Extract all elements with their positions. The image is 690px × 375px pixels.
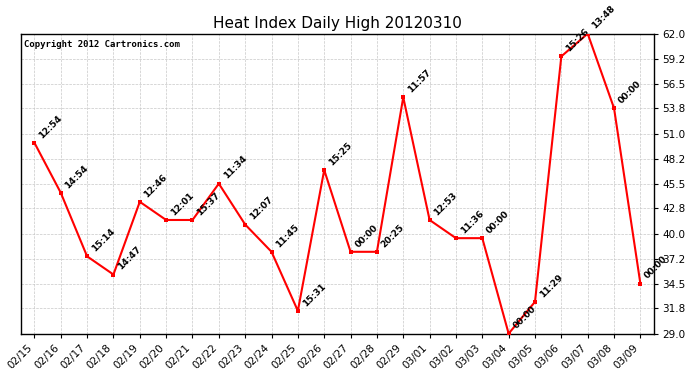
Text: 11:36: 11:36 — [459, 209, 485, 236]
Text: 11:34: 11:34 — [221, 154, 248, 181]
Text: 12:01: 12:01 — [169, 191, 195, 217]
Text: 00:00: 00:00 — [643, 255, 669, 281]
Text: 12:46: 12:46 — [143, 172, 169, 199]
Text: 12:07: 12:07 — [248, 195, 275, 222]
Title: Heat Index Daily High 20120310: Heat Index Daily High 20120310 — [213, 16, 462, 31]
Text: 15:14: 15:14 — [90, 227, 117, 254]
Text: 20:25: 20:25 — [380, 222, 406, 249]
Text: 14:47: 14:47 — [116, 245, 143, 272]
Text: 11:57: 11:57 — [406, 68, 433, 94]
Text: 00:00: 00:00 — [617, 79, 643, 105]
Text: 11:45: 11:45 — [275, 222, 301, 249]
Text: 15:25: 15:25 — [327, 141, 353, 167]
Text: 14:54: 14:54 — [63, 163, 90, 190]
Text: 00:00: 00:00 — [511, 304, 538, 331]
Text: 12:53: 12:53 — [433, 190, 459, 217]
Text: 11:29: 11:29 — [538, 272, 564, 299]
Text: 15:31: 15:31 — [301, 282, 327, 308]
Text: 00:00: 00:00 — [353, 223, 380, 249]
Text: 13:48: 13:48 — [591, 4, 617, 31]
Text: 12:54: 12:54 — [37, 113, 64, 140]
Text: Copyright 2012 Cartronics.com: Copyright 2012 Cartronics.com — [24, 40, 180, 49]
Text: 00:00: 00:00 — [485, 209, 511, 236]
Text: 15:26: 15:26 — [564, 27, 591, 54]
Text: 15:37: 15:37 — [195, 190, 222, 217]
